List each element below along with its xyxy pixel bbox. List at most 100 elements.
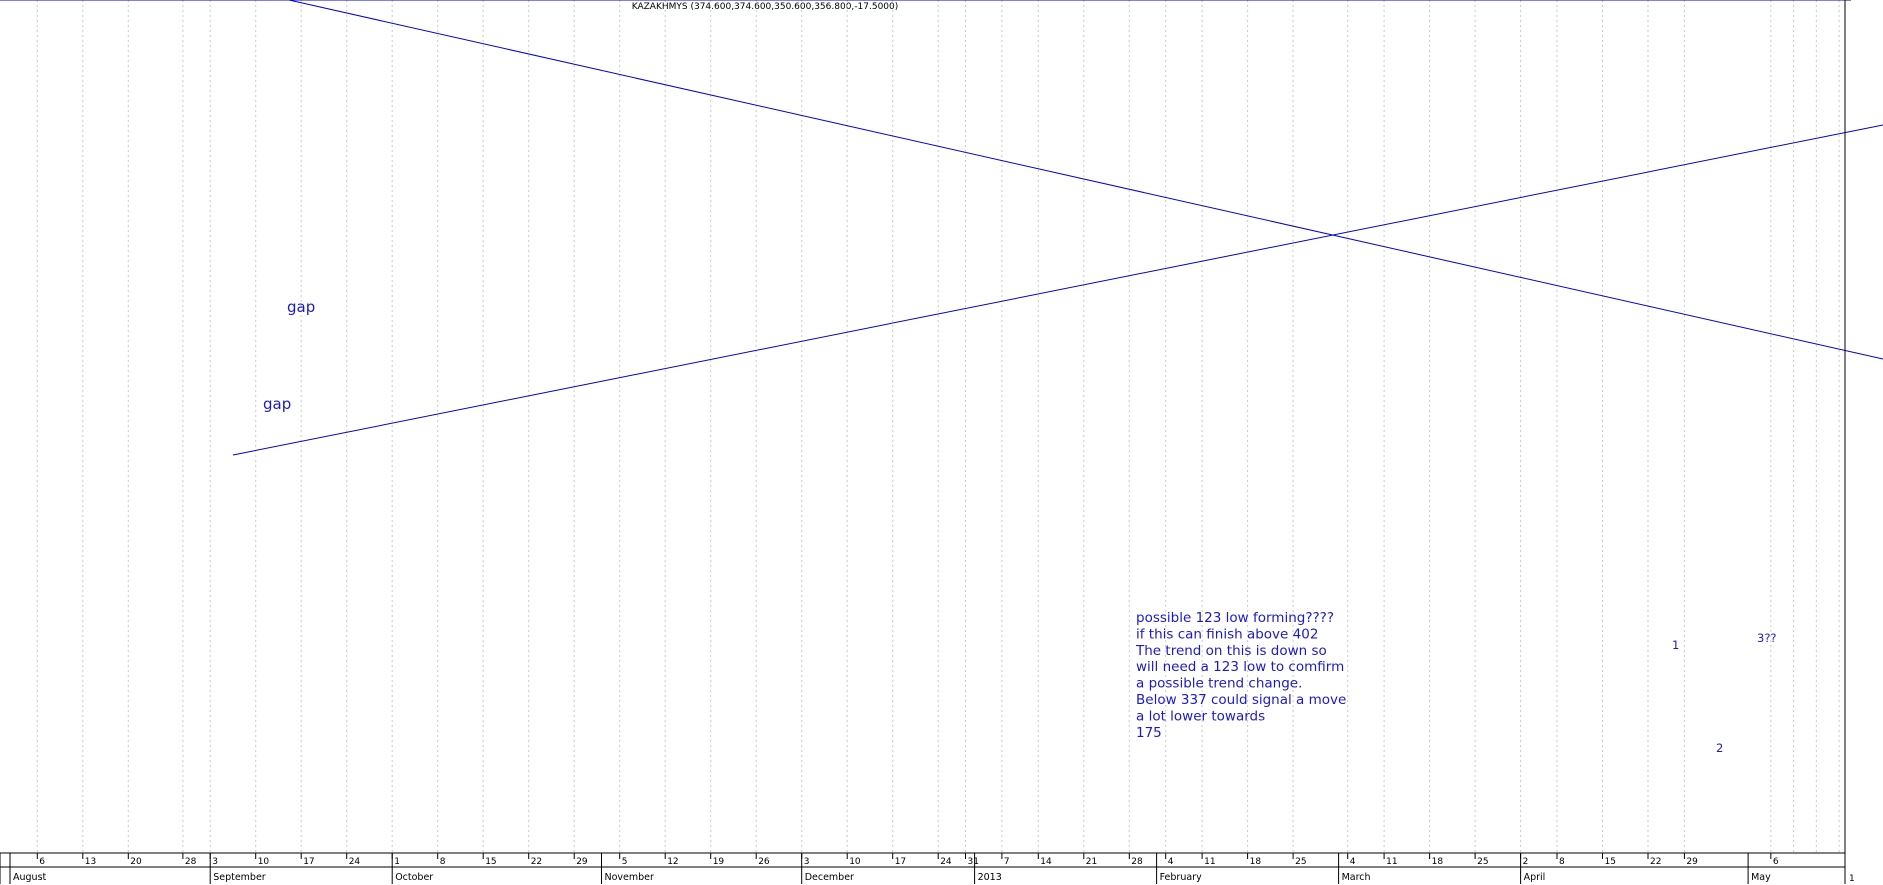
svg-text:260: 260	[1855, 0, 1874, 3]
month-section: February 4 11 18 25	[1156, 853, 1307, 884]
svg-text:November: November	[605, 872, 655, 883]
svg-text:17: 17	[303, 857, 314, 867]
svg-text:500: 500	[1855, 0, 1874, 3]
svg-text:26: 26	[758, 857, 770, 867]
svg-text:680: 680	[1855, 0, 1874, 3]
svg-text:330: 330	[1855, 0, 1874, 3]
svg-text:13: 13	[85, 857, 96, 867]
svg-text:8: 8	[1559, 857, 1565, 867]
svg-text:530: 530	[1855, 0, 1874, 3]
price-axis: 9409309209109008908808708608508408308208…	[1844, 0, 1874, 884]
month-section: October 1 8 15 22 29	[391, 853, 588, 884]
svg-text:930: 930	[1855, 0, 1874, 3]
svg-text:370: 370	[1855, 0, 1874, 3]
svg-text:25: 25	[1477, 857, 1488, 867]
svg-text:390: 390	[1855, 0, 1874, 3]
svg-text:770: 770	[1855, 0, 1874, 3]
svg-text:580: 580	[1855, 0, 1874, 3]
uptrend-line	[232, 124, 1883, 456]
svg-text:175: 175	[1136, 725, 1162, 741]
month-section: December 3 10 17 24 31	[801, 853, 979, 884]
svg-text:April: April	[1524, 872, 1546, 883]
svg-text:280: 280	[1855, 0, 1874, 3]
svg-text:830: 830	[1855, 0, 1874, 3]
svg-text:630: 630	[1855, 0, 1874, 3]
svg-text:690: 690	[1855, 0, 1874, 3]
svg-text:25: 25	[1295, 857, 1306, 867]
svg-text:11: 11	[1386, 857, 1397, 867]
svg-text:4: 4	[1350, 857, 1356, 867]
svg-text:24: 24	[349, 857, 361, 867]
svg-text:640: 640	[1855, 0, 1874, 3]
svg-text:540: 540	[1855, 0, 1874, 3]
svg-text:610: 610	[1855, 0, 1874, 3]
svg-text:21: 21	[1086, 857, 1097, 867]
svg-text:360: 360	[1855, 0, 1874, 3]
trader-note: possible 123 low forming????if this can …	[1135, 610, 1346, 741]
svg-text:2013: 2013	[978, 872, 1002, 883]
month-section: August 6 13 20 28	[9, 853, 197, 884]
svg-text:560: 560	[1855, 0, 1874, 3]
svg-text:800: 800	[1855, 0, 1874, 3]
chart-title: KAZAKHMYS (374.600,374.600,350.600,356.8…	[631, 2, 899, 12]
svg-text:August: August	[13, 872, 47, 883]
gap-label: gap	[287, 298, 315, 316]
svg-text:420: 420	[1855, 0, 1874, 3]
svg-text:320: 320	[1855, 0, 1874, 3]
svg-text:350: 350	[1855, 0, 1874, 3]
gap-label: gap	[263, 395, 291, 413]
weekly-gridlines	[36, 0, 1840, 853]
svg-text:6: 6	[1773, 857, 1779, 867]
month-section: September 3 10 17 24	[209, 853, 361, 884]
svg-text:470: 470	[1855, 0, 1874, 3]
svg-text:Below 337 could signal a move: Below 337 could signal a move	[1136, 692, 1346, 708]
point-label: 2	[1716, 741, 1723, 755]
svg-text:20: 20	[130, 857, 142, 867]
svg-text:450: 450	[1855, 0, 1874, 3]
svg-text:440: 440	[1855, 0, 1874, 3]
svg-text:11: 11	[1204, 857, 1215, 867]
svg-text:380: 380	[1855, 0, 1874, 3]
svg-text:29: 29	[576, 857, 588, 867]
svg-text:15: 15	[485, 857, 496, 867]
svg-text:730: 730	[1855, 0, 1874, 3]
svg-text:410: 410	[1855, 0, 1874, 3]
svg-text:300: 300	[1855, 0, 1874, 3]
svg-text:940: 940	[1855, 0, 1874, 3]
svg-text:400: 400	[1855, 0, 1874, 3]
svg-text:October: October	[395, 872, 433, 883]
svg-text:28: 28	[185, 857, 197, 867]
annotations: gap gap 1 2 3?? possible 123 low forming????i…	[263, 298, 1777, 755]
svg-text:510: 510	[1855, 0, 1874, 3]
svg-text:620: 620	[1855, 0, 1874, 3]
svg-text:February: February	[1160, 872, 1202, 883]
svg-text:660: 660	[1855, 0, 1874, 3]
svg-text:840: 840	[1855, 0, 1874, 3]
svg-text:760: 760	[1855, 0, 1874, 3]
svg-text:will need a 123 low to comfirm: will need a 123 low to comfirm	[1136, 659, 1344, 675]
svg-text:460: 460	[1855, 0, 1874, 3]
point-label: 1	[1672, 638, 1679, 652]
svg-text:650: 650	[1855, 0, 1874, 3]
svg-text:270: 270	[1855, 0, 1874, 3]
month-section: March 4 11 18 25	[1338, 853, 1489, 884]
svg-text:870: 870	[1855, 0, 1874, 3]
svg-text:550: 550	[1855, 0, 1874, 3]
svg-text:250: 250	[1855, 0, 1874, 3]
svg-text:29: 29	[1686, 857, 1698, 867]
svg-text:18: 18	[1250, 857, 1262, 867]
month-section: April 2 8 15 22 29	[1520, 853, 1698, 884]
svg-text:310: 310	[1855, 0, 1874, 3]
svg-text:810: 810	[1855, 0, 1874, 3]
svg-text:possible 123 low forming????: possible 123 low forming????	[1136, 610, 1334, 626]
svg-text:860: 860	[1855, 0, 1874, 3]
point-label: 3??	[1757, 631, 1777, 645]
svg-text:18: 18	[1432, 857, 1444, 867]
svg-text:10: 10	[849, 857, 861, 867]
month-section: November 5 12 19 26	[601, 853, 770, 884]
